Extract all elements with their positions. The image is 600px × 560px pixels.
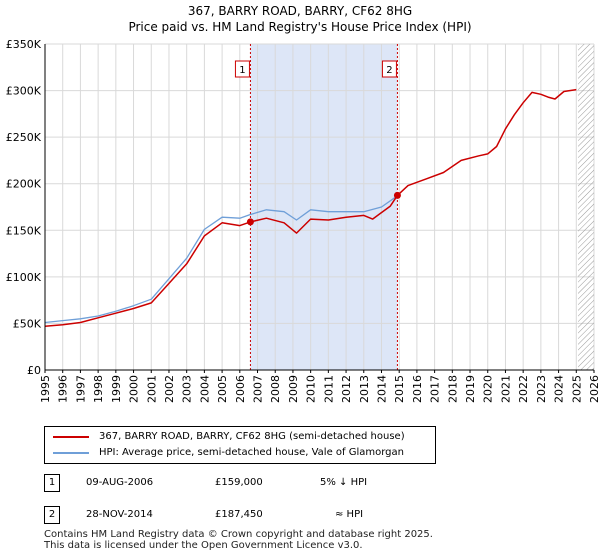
x-tick-label: 2005 [216, 375, 229, 403]
legend-item-price: 367, BARRY ROAD, BARRY, CF62 8HG (semi-d… [53, 430, 405, 444]
y-tick-label: £250K [6, 131, 42, 144]
x-tick-label: 2015 [393, 375, 406, 403]
transaction-number-badge: 1 [44, 474, 60, 492]
footer: Contains HM Land Registry data © Crown c… [44, 529, 433, 551]
sale-marker-box [381, 60, 397, 78]
y-tick-label: £100K [6, 271, 42, 284]
transaction-date: 28-NOV-2014 [86, 509, 153, 520]
x-tick-label: 2016 [411, 375, 424, 403]
legend-label-hpi: HPI: Average price, semi-detached house,… [99, 447, 404, 458]
price-paid-line [44, 88, 577, 327]
x-tick-label: 2012 [340, 375, 353, 403]
transaction-hpi-relation: 5% ↓ HPI [320, 477, 368, 488]
y-tick-label: £150K [6, 224, 42, 237]
x-tick-label: 2009 [287, 375, 300, 403]
shaded-period [250, 44, 398, 370]
transaction-row: 1 09-AUG-2006 £159,000 5% ↓ HPI [0, 474, 600, 492]
x-tick-label: 1999 [110, 375, 123, 403]
transaction-row: 2 28-NOV-2014 £187,450 ≈ HPI [0, 506, 600, 524]
transaction-date: 09-AUG-2006 [86, 477, 154, 488]
x-tick-label: 2010 [305, 375, 318, 403]
sale-marker-box [234, 60, 250, 78]
y-tick-label: £350K [6, 38, 42, 51]
chart-subtitle: Price paid vs. HM Land Registry's House … [128, 20, 472, 34]
transaction-hpi-relation: ≈ HPI [335, 509, 364, 520]
x-tick-label: 2018 [446, 375, 459, 403]
footer-copyright: Contains HM Land Registry data © Crown c… [44, 529, 433, 540]
x-tick-label: 2001 [145, 375, 158, 403]
footer-licence: This data is licensed under the Open Gov… [44, 540, 363, 551]
transaction-number-badge: 2 [44, 506, 60, 524]
y-tick-label: £50K [13, 317, 42, 330]
x-tick-label: 2011 [322, 375, 335, 403]
legend-swatch-price [53, 436, 89, 438]
x-tick-label: 2006 [234, 375, 247, 403]
x-tick-label: 1997 [74, 375, 87, 403]
y-tick-label: £300K [6, 85, 42, 98]
sale-marker-label: 2 [386, 65, 392, 76]
x-tick-label: 2003 [181, 375, 194, 403]
price-chart: 1 2 £0 £50K £100K £150K £200K £250K £300K £350K 1… [6, 38, 600, 403]
y-tick-label: £200K [6, 178, 42, 191]
x-tick-label: 1998 [92, 375, 105, 403]
chart-title: 367, BARRY ROAD, BARRY, CF62 8HG [187, 4, 413, 18]
x-tick-label: 2021 [499, 375, 512, 403]
x-tick-label: 2014 [375, 375, 388, 403]
x-tick-label: 2004 [198, 375, 211, 403]
x-tick-label: 2017 [429, 375, 442, 403]
legend: 367, BARRY ROAD, BARRY, CF62 8HG (semi-d… [44, 426, 436, 464]
transaction-price: £187,450 [215, 509, 263, 520]
hpi-line [44, 195, 398, 324]
y-tick-label: £0 [27, 364, 41, 377]
legend-label-price: 367, BARRY ROAD, BARRY, CF62 8HG (semi-d… [99, 431, 405, 442]
x-tick-label: 2022 [517, 375, 530, 403]
x-tick-label: 2019 [464, 375, 477, 403]
x-tick-label: 1995 [39, 375, 52, 403]
sale-point [246, 218, 254, 226]
x-tick-label: 2023 [535, 375, 548, 403]
x-tick-label: 2026 [588, 375, 600, 403]
x-tick-label: 2020 [482, 375, 495, 403]
x-tick-label: 2024 [553, 375, 566, 403]
x-tick-label: 2008 [269, 375, 282, 403]
x-tick-label: 2025 [570, 375, 583, 403]
future-hatch [578, 44, 594, 370]
sale-marker-label: 1 [239, 65, 245, 76]
x-tick-label: 2002 [163, 375, 176, 403]
x-tick-label: 2000 [128, 375, 141, 403]
transaction-price: £159,000 [215, 477, 263, 488]
sale-point [393, 191, 401, 199]
legend-item-hpi: HPI: Average price, semi-detached house,… [53, 446, 404, 460]
legend-swatch-hpi [53, 452, 89, 454]
x-tick-label: 2007 [252, 375, 265, 403]
x-tick-label: 2013 [358, 375, 371, 403]
x-tick-label: 1996 [57, 375, 70, 403]
